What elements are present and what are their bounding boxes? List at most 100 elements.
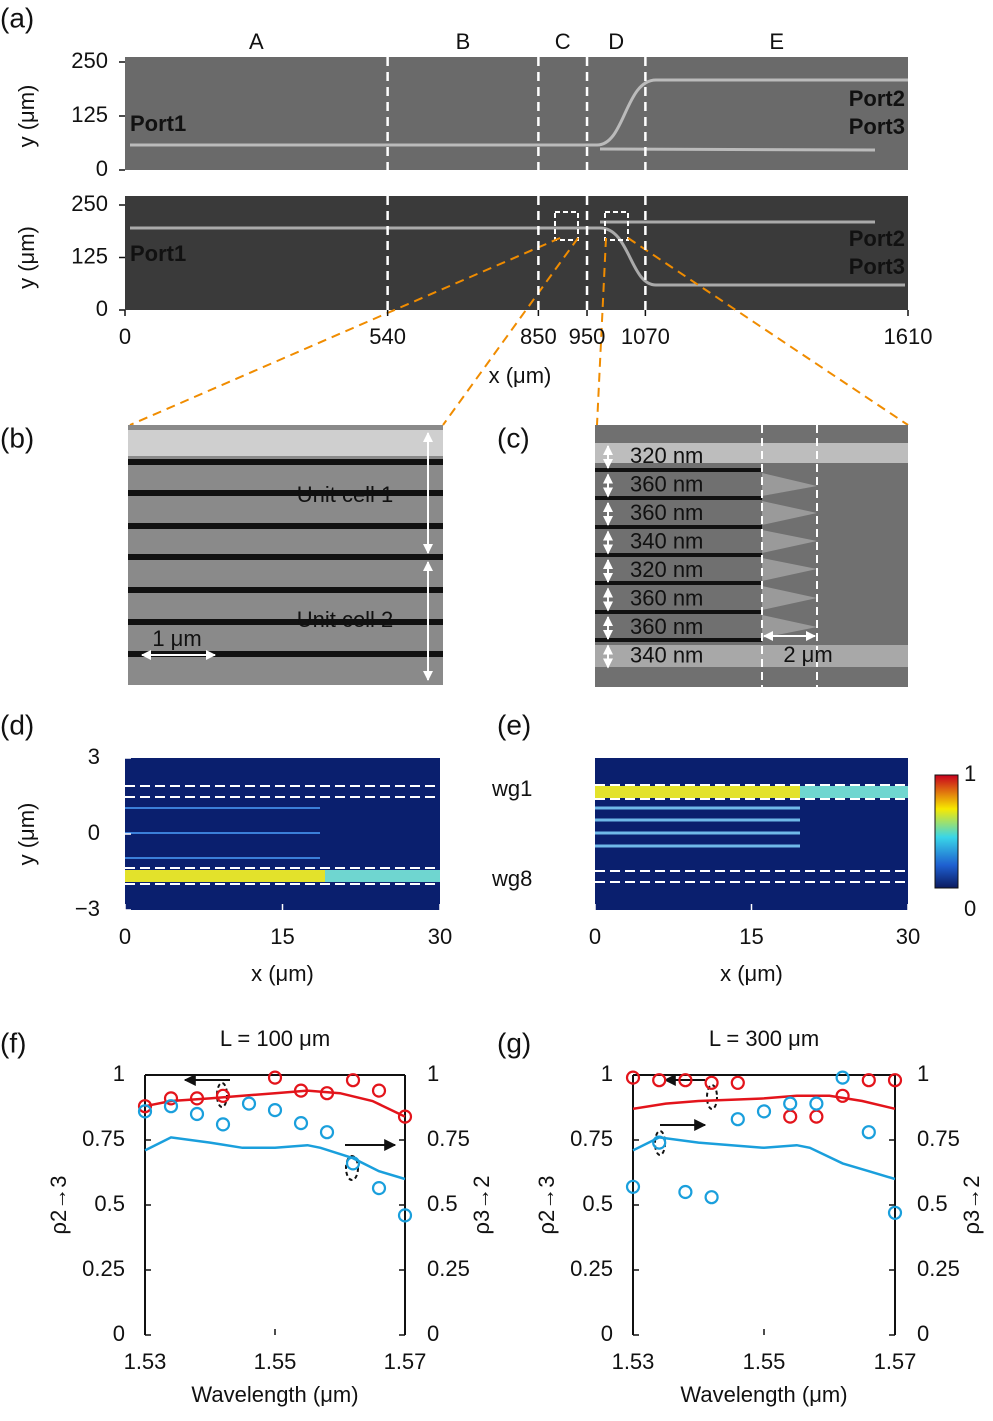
y-tick-label: 0.25 [82, 1256, 125, 1281]
section-label: B [456, 29, 471, 54]
width-label: 320 nm [630, 557, 703, 582]
data-point [625, 1179, 641, 1194]
data-point [861, 1125, 876, 1140]
x-axis-label: x (μm) [251, 961, 314, 986]
data-point [730, 1075, 745, 1090]
panel-label: (d) [0, 709, 34, 740]
port-label: Port1 [130, 111, 186, 136]
y-tick-label: 0 [96, 156, 108, 181]
section-label: C [555, 29, 571, 54]
y-tick-label: 0.75 [82, 1126, 125, 1151]
x-tick-label: 1.55 [743, 1349, 786, 1374]
chart-title: L = 100 μm [220, 1026, 330, 1051]
width-label: 360 nm [630, 585, 703, 610]
panel-label: (g) [497, 1027, 531, 1058]
scale-bar-label: 2 μm [783, 642, 832, 667]
port-label: Port2 [849, 226, 905, 251]
waveguide-label: wg1 [491, 776, 532, 801]
y-axis-label: y (μm) [14, 85, 39, 148]
y2-tick-label: 0.25 [427, 1256, 470, 1281]
data-point [809, 1096, 824, 1111]
data-point [189, 1106, 205, 1122]
y-tick-label: 0 [96, 296, 108, 321]
data-point [783, 1096, 798, 1111]
data-point [783, 1109, 798, 1124]
y-axis-label: ρ2→3 [46, 1176, 71, 1235]
y-tick-label: 1 [601, 1061, 613, 1086]
y2-tick-label: 0.75 [917, 1126, 960, 1151]
panel-label: (f) [0, 1027, 26, 1058]
y-tick-label: 1 [113, 1061, 125, 1086]
colorbar-tick-label: 1 [964, 761, 976, 786]
x-tick-label: 15 [739, 924, 763, 949]
data-point [267, 1070, 283, 1085]
panel-label: (c) [497, 422, 530, 453]
data-point [861, 1073, 876, 1088]
data-point [704, 1075, 719, 1090]
x-tick-label: 1.57 [874, 1349, 917, 1374]
width-label: 340 nm [630, 642, 703, 667]
data-point [625, 1070, 641, 1085]
data-point [652, 1073, 667, 1088]
x-tick-label: 1610 [884, 324, 933, 349]
data-point [397, 1208, 413, 1223]
y2-tick-label: 0 [917, 1321, 929, 1346]
y-tick-label: 250 [71, 48, 108, 73]
y2-axis-label: ρ3→2 [959, 1176, 984, 1235]
data-point [809, 1109, 824, 1124]
width-label: 360 nm [630, 471, 703, 496]
width-label: 320 nm [630, 443, 703, 468]
x-tick-label: 1.55 [254, 1349, 297, 1374]
y-tick-label: 3 [88, 744, 100, 769]
y-tick-label: 250 [71, 191, 108, 216]
data-point [887, 1073, 903, 1088]
data-point [345, 1073, 361, 1088]
y2-tick-label: 1 [917, 1061, 929, 1086]
x-axis-label: Wavelength (μm) [680, 1382, 847, 1407]
port-label: Port3 [849, 254, 905, 279]
y-tick-label: −3 [75, 896, 100, 921]
x-axis-label: Wavelength (μm) [191, 1382, 358, 1407]
x-tick-label: 0 [589, 924, 601, 949]
x-tick-label: 0 [119, 324, 131, 349]
x-axis-label: x (μm) [489, 363, 552, 388]
section-label: A [249, 29, 264, 54]
x-tick-label: 1.53 [612, 1349, 655, 1374]
panel-label: (a) [0, 2, 34, 33]
x-tick-label: 1.57 [384, 1349, 427, 1374]
data-point [371, 1083, 387, 1098]
data-point [241, 1096, 257, 1111]
y2-tick-label: 0.5 [427, 1191, 458, 1216]
data-point [652, 1135, 667, 1150]
y-tick-label: 125 [71, 102, 108, 127]
data-point [319, 1086, 335, 1101]
y2-axis-label: ρ3→2 [469, 1176, 494, 1235]
panel-label: (b) [0, 422, 34, 453]
y-tick-label: 0 [601, 1321, 613, 1346]
y2-tick-label: 0.75 [427, 1126, 470, 1151]
data-point [215, 1088, 231, 1103]
data-line [632, 1094, 896, 1111]
data-point [189, 1091, 205, 1106]
port-label: Port2 [849, 86, 905, 111]
data-point [371, 1180, 387, 1196]
data-point [267, 1102, 283, 1118]
data-point [319, 1125, 335, 1140]
data-point [704, 1190, 719, 1205]
data-point [293, 1083, 309, 1098]
y-axis-label: ρ2→3 [534, 1176, 559, 1235]
y2-tick-label: 1 [427, 1061, 439, 1086]
panel-label: (e) [497, 709, 531, 740]
port-label: Port3 [849, 114, 905, 139]
data-line [144, 1136, 406, 1181]
x-tick-label: 0 [119, 924, 131, 949]
data-point [163, 1091, 179, 1106]
width-label: 360 nm [630, 614, 703, 639]
data-point [397, 1109, 413, 1124]
y-tick-label: 0 [88, 820, 100, 845]
y-tick-label: 0.25 [570, 1256, 613, 1281]
x-tick-label: 15 [270, 924, 294, 949]
width-label: 340 nm [630, 528, 703, 553]
y-axis-label: y (μm) [14, 226, 39, 289]
sem-image-c [595, 425, 908, 687]
